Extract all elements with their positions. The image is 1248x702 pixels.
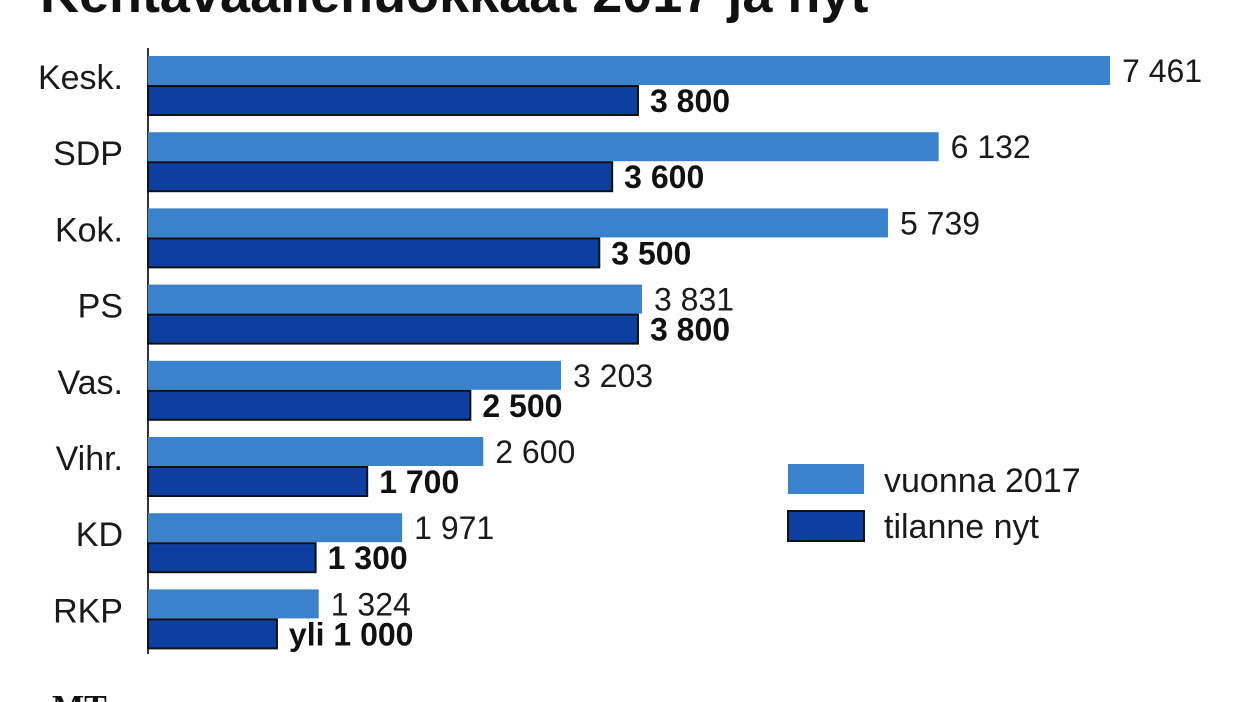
value-label-kd-tilanne-nyt: 1 300: [328, 540, 408, 576]
bar-sdp-vuonna-2017: [148, 132, 939, 162]
legend-label-tilanne-nyt: tilanne nyt: [884, 508, 1040, 546]
value-label-rkp-vuonna-2017: 1 324: [331, 586, 411, 622]
bar-rkp-vuonna-2017: [148, 589, 319, 619]
bar-vihr-tilanne-nyt: [147, 466, 369, 497]
category-label-ps: PS: [78, 288, 123, 326]
category-label-rkp: RKP: [53, 592, 123, 630]
bar-sdp-tilanne-nyt: [147, 161, 614, 193]
bar-vas-tilanne-nyt: [147, 389, 472, 421]
category-label-sdp: SDP: [53, 135, 123, 173]
value-label-sdp-tilanne-nyt: 3 600: [624, 159, 704, 195]
chart-title: Kentävaalienuokkaat 2017 ja nyt: [40, 0, 868, 24]
category-label-kok: Kok.: [55, 211, 123, 249]
value-label-kok-vuonna-2017: 5 739: [900, 205, 980, 241]
bar-rkp-tilanne-nyt: [147, 618, 278, 650]
value-label-kesk-tilanne-nyt: 3 800: [650, 83, 730, 119]
bars-layer: Kesk. 7 461 3 800 SDP 6 132 3 600 Kok. 5 739 3 5…: [38, 53, 1202, 652]
bar-ps-tilanne-nyt: [147, 313, 639, 345]
bar-ps-vuonna-2017: [148, 284, 642, 314]
footer-logo: MT: [52, 689, 107, 702]
category-label-vas: Vas.: [57, 364, 123, 402]
bar-kok-tilanne-nyt: [147, 237, 601, 269]
value-label-sdp-vuonna-2017: 6 132: [951, 129, 1031, 165]
value-label-vihr-vuonna-2017: 2 600: [495, 434, 575, 470]
legend-swatch-vuonna-2017: [788, 464, 864, 494]
value-label-ps-tilanne-nyt: 3 800: [650, 312, 730, 348]
legend-swatch-tilanne-nyt: [787, 510, 865, 542]
legend: vuonna 2017 tilanne nyt: [787, 462, 1081, 546]
value-label-rkp-tilanne-nyt: yli 1 000: [289, 616, 414, 652]
bar-vihr-vuonna-2017: [148, 437, 484, 466]
category-label-vihr: Vihr.: [56, 440, 123, 478]
category-label-kd: KD: [76, 516, 123, 554]
value-label-ps-vuonna-2017: 3 831: [654, 282, 734, 318]
legend-label-vuonna-2017: vuonna 2017: [884, 462, 1081, 500]
bar-vas-vuonna-2017: [148, 360, 561, 390]
bar-kesk-vuonna-2017: [148, 56, 1110, 85]
bar-kd-vuonna-2017: [148, 513, 403, 543]
value-label-kd-vuonna-2017: 1 971: [414, 510, 494, 546]
category-label-kesk: Kesk.: [38, 59, 123, 97]
value-label-kesk-vuonna-2017: 7 461: [1122, 53, 1202, 89]
value-label-vihr-tilanne-nyt: 1 700: [379, 464, 459, 500]
value-label-kok-tilanne-nyt: 3 500: [611, 235, 691, 271]
bar-kd-tilanne-nyt: [147, 542, 317, 574]
value-label-vas-vuonna-2017: 3 203: [573, 358, 653, 394]
value-label-vas-tilanne-nyt: 2 500: [482, 388, 562, 424]
bar-kesk-tilanne-nyt: [147, 85, 639, 116]
bar-kok-vuonna-2017: [148, 208, 888, 238]
